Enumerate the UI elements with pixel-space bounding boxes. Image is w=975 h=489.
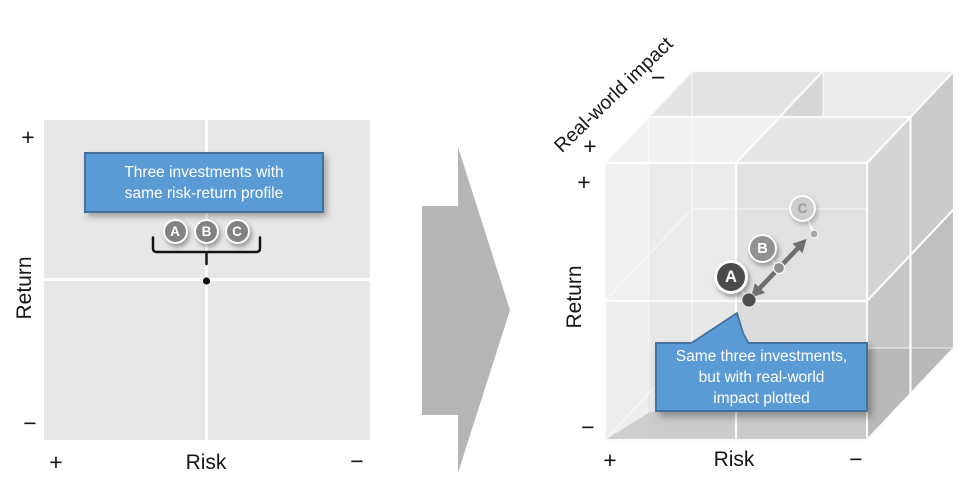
left-marker-badge-b: B (194, 219, 219, 244)
left-risk-plus: + (49, 448, 63, 475)
data-point-c (809, 229, 819, 239)
left-return-plus: + (21, 123, 35, 150)
right-marker-badge-c: C (789, 195, 816, 222)
cube-front-quad (736, 163, 867, 301)
left-callout: Three investments with same risk-return … (84, 152, 324, 213)
right-risk-plus: + (603, 446, 617, 473)
right-risk-minus: − (849, 445, 863, 472)
right-risk-axis-label: Risk (713, 448, 755, 471)
right-callout-line1: Same three investments, (675, 347, 848, 365)
transition-arrow-icon (422, 147, 510, 473)
data-point-a (741, 292, 757, 308)
left-marker-badge-a: A (162, 219, 188, 244)
cube-right-quad (867, 117, 911, 301)
right-impact-minus: − (650, 63, 666, 92)
left-risk-axis-label: Risk (185, 451, 227, 474)
right-marker-badge-a: A (714, 260, 748, 294)
left-return-minus: − (23, 409, 37, 436)
right-impact-plus: + (583, 132, 597, 159)
right-callout: Same three investments, but with real-wo… (655, 311, 868, 412)
right-callout-tail (689, 311, 750, 347)
cube-top-quad (736, 117, 911, 163)
left-return-axis-label: Return (13, 256, 36, 320)
right-callout-line2: but with real-world (698, 368, 825, 386)
left-callout-line1: Three investments with (124, 163, 284, 181)
right-return-axis-label: Return (563, 265, 586, 329)
right-return-plus: + (577, 168, 591, 195)
left-risk-minus: − (350, 447, 364, 474)
left-callout-line2: same risk-return profile (124, 184, 284, 202)
right-marker-badge-b: B (748, 234, 777, 263)
cube-right-quad (910, 71, 954, 255)
brace-icon (151, 236, 262, 266)
data-point-b (772, 261, 786, 275)
left-marker-badge-c: C (224, 219, 250, 244)
left-merged-data-point (202, 277, 211, 285)
right-callout-line3: impact plotted (713, 389, 810, 407)
right-return-minus: − (581, 413, 595, 440)
